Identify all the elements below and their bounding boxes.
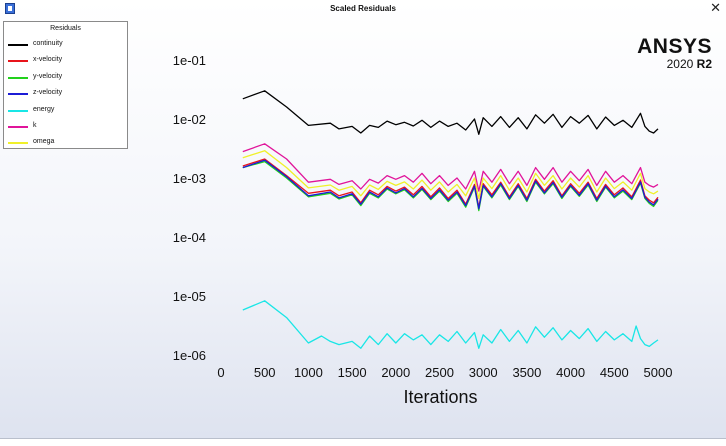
- series-line-z-velocity: [242, 159, 659, 210]
- legend-label: y-velocity: [33, 72, 63, 80]
- legend-label: continuity: [33, 40, 63, 47]
- x-tick-label: 1000: [294, 365, 323, 380]
- y-tick-label: 1e-02: [173, 112, 206, 127]
- y-tick-label: 1e-05: [173, 289, 206, 304]
- x-tick-label: 4500: [600, 365, 629, 380]
- window-title: Scaled Residuals: [330, 4, 396, 13]
- y-tick-label: 1e-01: [173, 53, 206, 68]
- legend-label: omega: [33, 138, 55, 146]
- app-icon: [5, 3, 15, 14]
- legend-swatch: [8, 44, 28, 46]
- x-tick-label: 2000: [381, 365, 410, 380]
- x-tick-label: 2500: [425, 365, 454, 380]
- y-tick-label: 1e-03: [173, 171, 206, 186]
- x-tick-label: 5000: [644, 365, 673, 380]
- legend-swatch: [8, 93, 28, 96]
- legend-label: k: [33, 122, 37, 129]
- legend-label: energy: [33, 105, 55, 113]
- legend: Residuals continuity x-velocity y-velocity…: [3, 21, 128, 149]
- brand-version: 2020: [666, 57, 694, 71]
- legend-swatch: [8, 109, 28, 112]
- series-line-continuity: [242, 90, 659, 135]
- x-tick-label: 500: [254, 365, 276, 380]
- x-tick-label: 0: [217, 365, 224, 380]
- close-icon[interactable]: ✕: [710, 0, 721, 15]
- x-tick-label: 3500: [512, 365, 541, 380]
- x-axis-label: Iterations: [403, 387, 477, 407]
- series-line-omega: [242, 150, 659, 200]
- series-line-x-velocity: [242, 158, 659, 208]
- status-bar: [0, 438, 726, 446]
- brand-version-line: 2020 R2: [637, 58, 712, 71]
- legend-swatch: [8, 76, 28, 79]
- legend-swatch: [8, 126, 28, 128]
- brand-release: R2: [696, 57, 712, 71]
- series-line-energy: [242, 300, 659, 349]
- y-tick-label: 1e-04: [173, 230, 206, 245]
- x-tick-label: 3000: [469, 365, 498, 380]
- y-tick-label: 1e-06: [173, 348, 206, 363]
- legend-swatch: [8, 60, 28, 63]
- x-tick-label: 4000: [556, 365, 585, 380]
- legend-label: x-velocity: [33, 56, 63, 64]
- title-bar: Scaled Residuals ✕: [0, 0, 726, 18]
- brand-name: ANSYS: [637, 35, 712, 58]
- series-line-k: [242, 143, 659, 192]
- ansys-logo: ANSYS 2020 R2: [637, 36, 712, 71]
- series-line-y-velocity: [242, 160, 659, 212]
- legend-swatch: [8, 142, 28, 145]
- x-tick-label: 1500: [338, 365, 367, 380]
- legend-title: Residuals: [50, 25, 81, 32]
- legend-label: z-velocity: [33, 89, 63, 97]
